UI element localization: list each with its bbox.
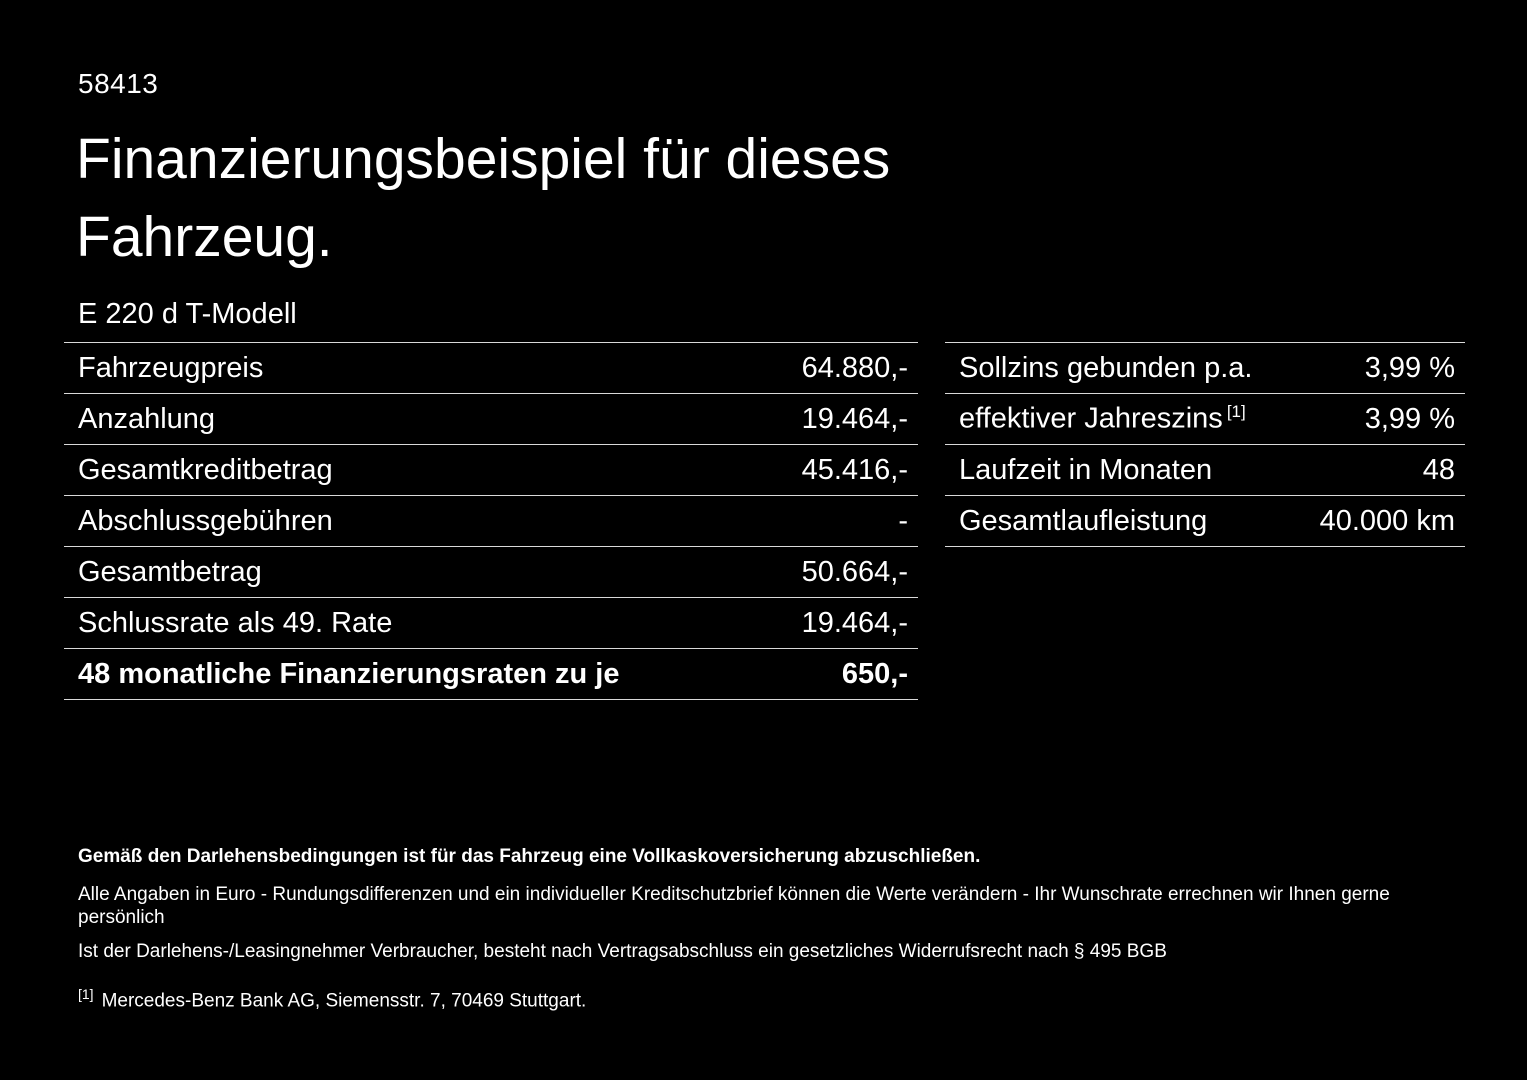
row-value: 3,99 % bbox=[1364, 402, 1455, 435]
table-row-schlussrate: Schlussrate als 49. Rate 19.464,- bbox=[64, 597, 918, 648]
conditions-table: Sollzins gebunden p.a. 3,99 % effektiver… bbox=[945, 342, 1465, 547]
page-title: Finanzierungsbeispiel für dieses Fahrzeu… bbox=[76, 120, 890, 276]
footnote-text: Mercedes-Benz Bank AG, Siemensstr. 7, 70… bbox=[101, 990, 587, 1012]
row-label: Gesamtbetrag bbox=[78, 555, 262, 588]
table-row-anzahlung: Anzahlung 19.464,- bbox=[64, 393, 918, 444]
legal-footer: Gemäß den Darlehensbedingungen ist für d… bbox=[78, 846, 1458, 1013]
table-row-effektiver-jahreszins: effektiver Jahreszins [1] 3,99 % bbox=[945, 393, 1465, 444]
row-value: 48 bbox=[1422, 453, 1455, 486]
table-row-gesamtbetrag: Gesamtbetrag 50.664,- bbox=[64, 546, 918, 597]
row-value: 19.464,- bbox=[801, 402, 908, 435]
document-number: 58413 bbox=[78, 68, 159, 99]
row-label: Anzahlung bbox=[78, 402, 216, 435]
row-label: Sollzins gebunden p.a. bbox=[959, 351, 1253, 384]
page-title-line1: Finanzierungsbeispiel für dieses bbox=[76, 127, 891, 191]
row-label: effektiver Jahreszins [1] bbox=[959, 402, 1246, 435]
row-label: Gesamtkreditbetrag bbox=[78, 453, 333, 486]
row-label: Laufzeit in Monaten bbox=[959, 453, 1213, 486]
table-row-laufzeit: Laufzeit in Monaten 48 bbox=[945, 444, 1465, 495]
insurance-requirement-note: Gemäß den Darlehensbedingungen ist für d… bbox=[78, 846, 981, 867]
vehicle-model-name: E 220 d T-Modell bbox=[78, 298, 297, 330]
row-value: 45.416,- bbox=[801, 453, 908, 486]
row-label: 48 monatliche Finanzierungsraten zu je bbox=[78, 657, 620, 690]
table-row-abschlussgebuehren: Abschlussgebühren - bbox=[64, 495, 918, 546]
row-label: Gesamtlaufleistung bbox=[959, 504, 1208, 537]
footnote: [1] Mercedes-Benz Bank AG, Siemensstr. 7,… bbox=[78, 986, 1458, 1013]
row-label: Fahrzeugpreis bbox=[78, 351, 264, 384]
table-row-sollzins: Sollzins gebunden p.a. 3,99 % bbox=[945, 342, 1465, 393]
row-value: 64.880,- bbox=[801, 351, 908, 384]
row-value: - bbox=[898, 504, 908, 537]
row-value: 650,- bbox=[841, 657, 908, 690]
disclaimer-note-1: Alle Angaben in Euro - Rundungsdifferenz… bbox=[78, 883, 1390, 928]
page-title-line2: Fahrzeug. bbox=[76, 205, 333, 269]
row-value: 3,99 % bbox=[1364, 351, 1455, 384]
disclaimer-note-2: Ist der Darlehens-/Leasingnehmer Verbrau… bbox=[78, 941, 1167, 963]
financing-table: Fahrzeugpreis 64.880,- Anzahlung 19.464,… bbox=[64, 342, 918, 700]
table-row-monatsrate: 48 monatliche Finanzierungsraten zu je 6… bbox=[64, 648, 918, 699]
table-row-gesamtkreditbetrag: Gesamtkreditbetrag 45.416,- bbox=[64, 444, 918, 495]
row-label: Abschlussgebühren bbox=[78, 504, 333, 537]
table-row-gesamtlaufleistung: Gesamtlaufleistung 40.000 km bbox=[945, 495, 1465, 546]
row-value: 40.000 km bbox=[1319, 504, 1455, 537]
table-row-fahrzeugpreis: Fahrzeugpreis 64.880,- bbox=[64, 342, 918, 393]
row-value: 19.464,- bbox=[801, 606, 908, 639]
footnote-marker: [1] bbox=[78, 986, 94, 1003]
row-label: Schlussrate als 49. Rate bbox=[78, 606, 393, 639]
row-value: 50.664,- bbox=[801, 555, 908, 588]
footnote-reference: [1] bbox=[1226, 402, 1246, 422]
